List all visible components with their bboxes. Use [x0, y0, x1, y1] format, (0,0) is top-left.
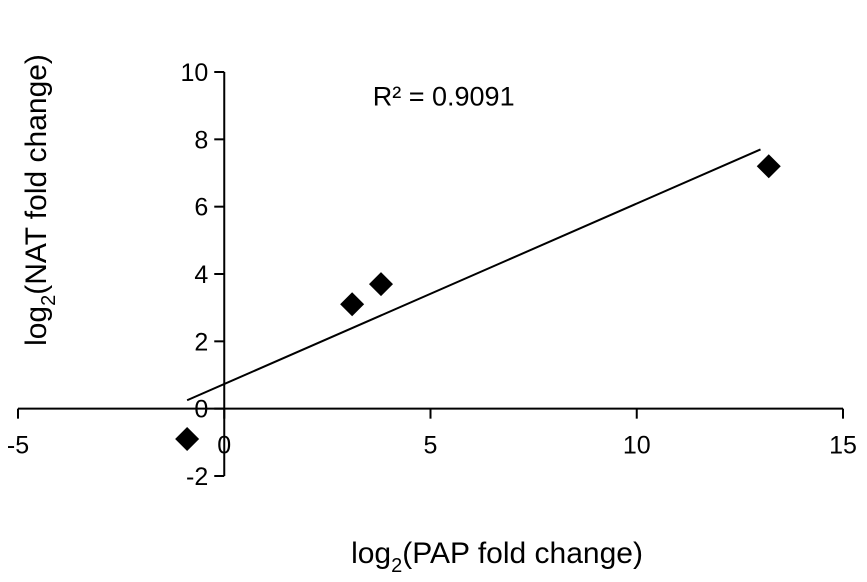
- x-ticks: -5 0 5 10 15: [7, 408, 857, 460]
- y-tick-label: 4: [194, 261, 208, 289]
- x-tick-label: 0: [217, 432, 231, 460]
- data-point: [175, 426, 200, 451]
- y-axis-label: log2(NAT fold change): [20, 54, 60, 346]
- data-point: [340, 292, 365, 317]
- trendline: [186, 148, 761, 402]
- x-tick-label: 5: [424, 432, 438, 460]
- y-tick-label: 8: [194, 126, 208, 154]
- x-tick-label: 15: [829, 432, 857, 460]
- y-tick-label: 10: [180, 59, 208, 87]
- x-tick-label: -5: [7, 432, 29, 460]
- data-points: [175, 154, 781, 451]
- trendline-group: [186, 148, 761, 402]
- y-tick-label: -2: [186, 463, 208, 491]
- data-point: [756, 154, 781, 179]
- y-tick-label: 2: [194, 328, 208, 356]
- y-tick-label: 6: [194, 194, 208, 222]
- x-tick-label: 10: [623, 432, 651, 460]
- y-tick-label: 0: [194, 396, 208, 424]
- y-ticks: -2 0 2 4 6 8 10: [180, 59, 225, 491]
- r-squared-annotation: R² = 0.9091: [373, 82, 515, 112]
- data-point: [369, 272, 393, 297]
- x-axis-label: log2(PAP fold change): [351, 537, 643, 577]
